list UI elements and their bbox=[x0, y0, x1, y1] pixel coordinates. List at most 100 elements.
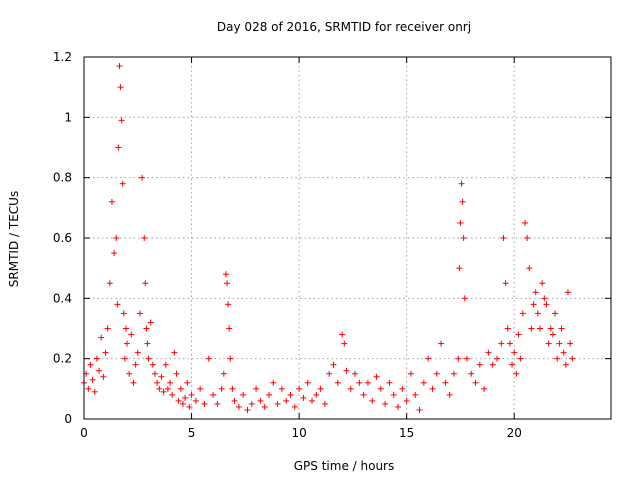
data-point bbox=[278, 385, 285, 392]
data-point bbox=[513, 370, 520, 377]
data-point bbox=[291, 403, 298, 410]
data-point bbox=[395, 403, 402, 410]
data-point bbox=[300, 394, 307, 401]
data-point bbox=[517, 355, 524, 362]
data-point bbox=[489, 361, 496, 368]
x-tick-label: 0 bbox=[80, 426, 88, 440]
data-point bbox=[382, 400, 389, 407]
data-point bbox=[171, 349, 178, 356]
data-point bbox=[545, 340, 552, 347]
data-point bbox=[197, 385, 204, 392]
data-point bbox=[156, 385, 163, 392]
data-point bbox=[552, 310, 559, 317]
data-point bbox=[377, 385, 384, 392]
data-point bbox=[91, 388, 98, 395]
data-point bbox=[214, 400, 221, 407]
y-tick-label: 0.2 bbox=[53, 352, 72, 366]
axis-ticks: 0 5 10 15 20 0 0.2 0.4 0.6 0.8 1 1.2 bbox=[53, 50, 611, 440]
data-point bbox=[175, 397, 182, 404]
data-point bbox=[537, 325, 544, 332]
data-point bbox=[173, 370, 180, 377]
data-point bbox=[126, 370, 133, 377]
data-point bbox=[564, 289, 571, 296]
x-tick-label: 15 bbox=[399, 426, 414, 440]
data-point bbox=[511, 349, 518, 356]
data-point bbox=[235, 403, 242, 410]
plot-frame bbox=[83, 56, 612, 420]
data-point bbox=[560, 349, 567, 356]
data-point bbox=[446, 391, 453, 398]
data-point bbox=[457, 219, 464, 226]
data-point bbox=[113, 235, 120, 241]
data-point bbox=[450, 370, 457, 377]
data-point bbox=[120, 310, 127, 317]
data-point bbox=[139, 174, 146, 181]
y-tick-label: 1.2 bbox=[53, 50, 72, 64]
data-point bbox=[412, 391, 419, 398]
data-point bbox=[143, 325, 150, 332]
data-point bbox=[399, 385, 406, 392]
data-point bbox=[188, 391, 195, 398]
data-point bbox=[461, 295, 468, 302]
data-point bbox=[144, 340, 151, 347]
data-point bbox=[117, 84, 124, 91]
data-point bbox=[429, 385, 436, 392]
x-tick-label: 10 bbox=[291, 426, 306, 440]
data-point bbox=[547, 325, 554, 332]
data-point bbox=[416, 406, 423, 413]
grid bbox=[84, 57, 611, 419]
data-point bbox=[519, 310, 526, 317]
data-point bbox=[541, 295, 548, 302]
x-axis-label: GPS time / hours bbox=[294, 459, 395, 473]
data-point bbox=[87, 361, 94, 368]
data-point bbox=[100, 373, 107, 380]
data-point bbox=[343, 367, 350, 374]
data-point bbox=[386, 379, 393, 386]
data-point bbox=[339, 331, 346, 338]
data-point bbox=[330, 361, 337, 368]
data-point bbox=[524, 235, 531, 241]
data-point bbox=[182, 394, 189, 401]
y-tick-label: 0.6 bbox=[53, 231, 72, 245]
data-point bbox=[205, 355, 212, 362]
data-point bbox=[121, 355, 128, 362]
data-point bbox=[93, 355, 100, 362]
data-point bbox=[360, 391, 367, 398]
data-point bbox=[498, 340, 505, 347]
data-point bbox=[270, 379, 277, 386]
data-point bbox=[455, 355, 462, 362]
data-point bbox=[532, 289, 539, 296]
data-point bbox=[108, 198, 115, 205]
data-point bbox=[265, 391, 272, 398]
data-point bbox=[179, 400, 186, 407]
data-point bbox=[562, 361, 569, 368]
data-point bbox=[119, 180, 126, 187]
data-point bbox=[142, 280, 149, 287]
data-point bbox=[261, 403, 268, 410]
data-point bbox=[162, 361, 169, 368]
data-point bbox=[115, 144, 122, 151]
data-point bbox=[192, 397, 199, 404]
data-point bbox=[169, 391, 176, 398]
data-point bbox=[304, 379, 311, 386]
data-point bbox=[554, 355, 561, 362]
data-point bbox=[240, 391, 247, 398]
data-point bbox=[224, 280, 231, 287]
data-point bbox=[433, 370, 440, 377]
data-point bbox=[134, 349, 141, 356]
data-point bbox=[569, 355, 576, 362]
data-point bbox=[218, 385, 225, 392]
data-point bbox=[102, 349, 109, 356]
data-point bbox=[504, 325, 511, 332]
x-tick-label: 5 bbox=[188, 426, 196, 440]
data-point bbox=[500, 235, 507, 241]
data-point bbox=[160, 388, 167, 395]
data-point bbox=[567, 340, 574, 347]
data-point bbox=[506, 340, 513, 347]
data-point bbox=[472, 379, 479, 386]
data-point bbox=[231, 397, 238, 404]
data-point bbox=[515, 331, 522, 338]
data-point bbox=[222, 271, 229, 278]
data-point bbox=[534, 310, 541, 317]
